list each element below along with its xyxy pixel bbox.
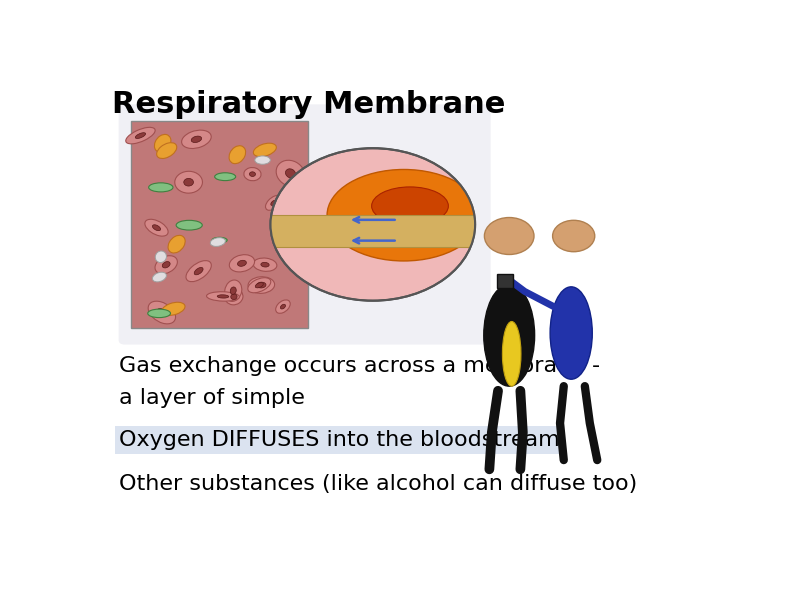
Ellipse shape (484, 284, 534, 386)
Text: Oxygen DIFFUSES into the bloodstream: Oxygen DIFFUSES into the bloodstream (118, 430, 559, 450)
Ellipse shape (254, 143, 276, 157)
Ellipse shape (550, 287, 592, 379)
FancyBboxPatch shape (118, 104, 490, 344)
Ellipse shape (168, 235, 185, 253)
Ellipse shape (257, 282, 266, 288)
Ellipse shape (148, 301, 175, 324)
Ellipse shape (154, 134, 171, 152)
Ellipse shape (194, 268, 203, 275)
Ellipse shape (502, 322, 521, 386)
Ellipse shape (155, 256, 178, 274)
Ellipse shape (248, 277, 274, 293)
Ellipse shape (276, 160, 305, 187)
Ellipse shape (176, 220, 202, 230)
Ellipse shape (286, 169, 295, 178)
Ellipse shape (266, 196, 282, 211)
Ellipse shape (148, 309, 170, 317)
Ellipse shape (229, 146, 246, 164)
Ellipse shape (174, 171, 202, 193)
FancyBboxPatch shape (240, 215, 506, 247)
Ellipse shape (248, 278, 270, 293)
Ellipse shape (212, 238, 227, 243)
Ellipse shape (230, 294, 237, 299)
Text: a layer of simple: a layer of simple (118, 388, 312, 409)
Ellipse shape (225, 289, 243, 305)
Ellipse shape (210, 238, 226, 247)
Ellipse shape (191, 136, 202, 143)
Ellipse shape (244, 167, 261, 181)
Ellipse shape (149, 183, 173, 192)
Ellipse shape (153, 225, 161, 230)
Ellipse shape (157, 143, 177, 158)
Ellipse shape (230, 254, 254, 272)
Ellipse shape (186, 260, 211, 281)
Ellipse shape (271, 200, 277, 205)
Ellipse shape (276, 300, 290, 313)
Ellipse shape (184, 178, 194, 186)
Ellipse shape (253, 258, 277, 271)
Ellipse shape (145, 219, 168, 236)
Ellipse shape (206, 292, 239, 301)
Ellipse shape (182, 130, 211, 148)
Ellipse shape (261, 262, 269, 267)
Ellipse shape (214, 173, 236, 181)
Ellipse shape (155, 251, 166, 263)
Ellipse shape (153, 272, 166, 282)
Circle shape (553, 220, 594, 252)
Ellipse shape (327, 169, 481, 261)
Ellipse shape (162, 302, 185, 316)
Ellipse shape (250, 172, 255, 176)
Ellipse shape (218, 295, 229, 298)
Circle shape (270, 148, 475, 301)
Ellipse shape (238, 260, 246, 266)
Text: Respiratory Membrane: Respiratory Membrane (112, 91, 506, 119)
Ellipse shape (162, 262, 170, 268)
FancyBboxPatch shape (131, 121, 308, 328)
Ellipse shape (372, 187, 448, 225)
Ellipse shape (230, 287, 236, 295)
Text: Gas exchange occurs across a membrane -: Gas exchange occurs across a membrane - (118, 356, 600, 376)
Ellipse shape (225, 280, 242, 301)
Text: Other substances (like alcohol can diffuse too): Other substances (like alcohol can diffu… (118, 474, 637, 494)
FancyBboxPatch shape (497, 274, 513, 288)
Ellipse shape (255, 283, 263, 288)
Ellipse shape (135, 133, 146, 139)
Ellipse shape (281, 304, 286, 309)
Circle shape (485, 218, 534, 254)
Ellipse shape (157, 308, 166, 316)
Ellipse shape (126, 127, 155, 144)
Ellipse shape (255, 156, 270, 164)
